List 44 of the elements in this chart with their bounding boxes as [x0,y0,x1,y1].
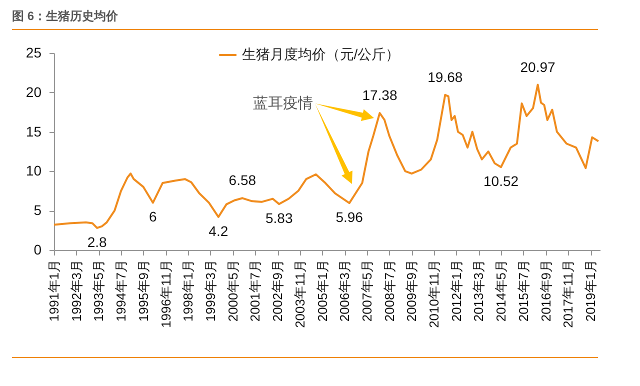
x-tick-label: 2012年1月 [448,260,464,322]
x-tick-label: 2005年1月 [314,260,330,322]
x-tick-label: 1998年1月 [180,260,196,322]
x-tick-label: 2015年7月 [516,260,531,322]
x-tick-label: 2001年7月 [248,260,263,322]
x-tick-label: 2006年3月 [337,260,352,322]
annotation: 4.2 [208,222,228,239]
x-tick-label: 2016年9月 [538,260,554,322]
annotation: 19.68 [428,68,463,85]
annotation: 5.83 [265,210,293,226]
x-tick-label: 2009年9月 [404,260,420,322]
annotation: 5.96 [336,209,364,226]
y-tick-label: 10 [26,162,42,179]
x-tick-label: 2002年9月 [270,260,286,322]
annotation: 6 [149,208,158,225]
x-tick-label: 2014年5月 [494,260,509,322]
annotation: 蓝耳疫情 [253,94,313,113]
x-tick-label: 1995年9月 [136,260,151,322]
annotation: 6.58 [228,172,256,188]
x-tick-label: 1993年5月 [91,260,106,322]
annotation: 20.97 [520,58,556,75]
x-tick-label: 1999年3月 [202,260,218,322]
x-tick-label: 1994年7月 [113,260,128,322]
x-tick-label: 2007年5月 [359,260,374,322]
x-tick-label: 2000年5月 [225,260,240,322]
y-tick-label: 5 [34,202,42,218]
annotation: 10.52 [483,173,519,190]
y-tick-label: 25 [26,44,42,60]
legend-label: 生猪月度均价（元/公斤） [242,46,400,62]
y-tick-label: 15 [26,123,42,140]
chart-title: 图 6：生猪历史均价 [12,8,598,30]
x-tick-label: 1991年1月 [46,260,62,322]
x-tick-label: 2019年1月 [583,260,598,322]
x-tick-label: 2017年11月 [560,260,576,328]
x-tick-label: 2010年11月 [426,260,442,328]
y-tick-label: 0 [34,242,42,258]
x-tick-label: 2008年7月 [382,260,397,322]
x-tick-label: 1996年11月 [158,260,174,328]
x-tick-label: 2003年11月 [292,260,308,328]
x-tick-label: 1992年3月 [68,260,84,322]
annotation: 2.8 [87,234,108,250]
x-tick-label: 2013年3月 [471,260,486,322]
annotation: 17.38 [362,87,398,104]
y-tick-label: 20 [26,84,42,100]
